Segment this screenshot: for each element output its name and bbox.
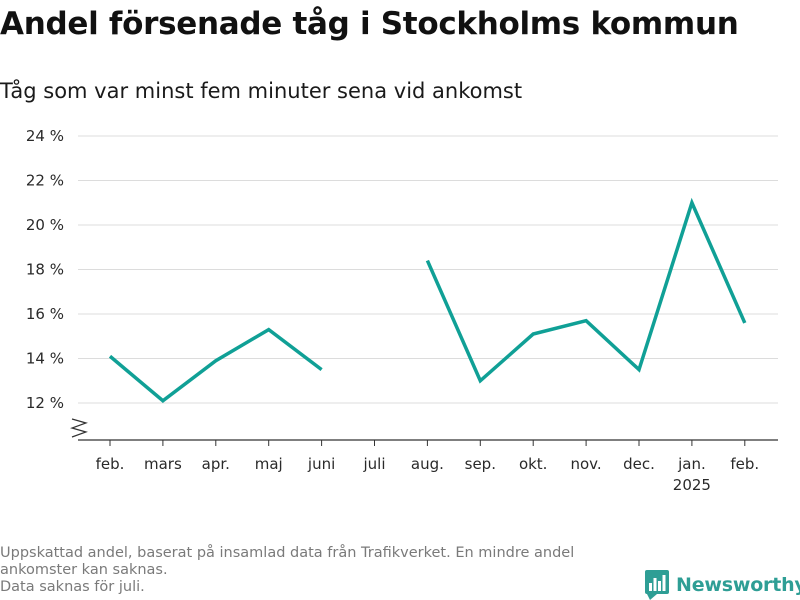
x-tick-label: mars: [144, 455, 182, 473]
footnote-line: Data saknas för juli.: [0, 579, 145, 595]
chart-subtitle: Tåg som var minst fem minuter sena vid a…: [0, 79, 523, 103]
x-tick-label: okt.: [519, 455, 548, 473]
x-tick-label: nov.: [571, 455, 602, 473]
series-line-segment: [425, 197, 747, 384]
footnote-line: Uppskattad andel, baserat på insamlad da…: [0, 545, 575, 561]
x-tick-year-label: 2025: [673, 476, 711, 494]
bar-chart-logo-icon: [645, 570, 669, 600]
x-tick-label: juni: [307, 455, 335, 473]
chart-title: Andel försenade tåg i Stockholms kommun: [0, 6, 739, 42]
brand-name: Newsworthy: [676, 574, 800, 596]
footnote-line: ankomster kan saknas.: [0, 562, 168, 578]
brand-logo-link[interactable]: Newsworthy: [645, 570, 800, 600]
footnote: Uppskattad andel, baserat på insamlad da…: [0, 545, 630, 596]
x-tick-label: aug.: [411, 455, 444, 473]
x-tick-label: dec.: [623, 455, 655, 473]
y-tick-label: 12 %: [26, 394, 64, 412]
y-tick-label: 16 %: [26, 305, 64, 323]
y-tick-label: 22 %: [26, 172, 64, 190]
series-lines: [108, 197, 747, 404]
x-axis-ticks: feb. mars apr. maj juni juli aug. sep. okt. nov. d…: [96, 440, 759, 494]
y-tick-label: 24 %: [26, 127, 64, 145]
x-tick-label: feb.: [96, 455, 125, 473]
y-tick-label: 18 %: [26, 261, 64, 279]
x-tick-label: maj: [255, 455, 283, 473]
x-tick-label: feb.: [730, 455, 759, 473]
x-axis: [70, 418, 778, 441]
axis-break-icon: [70, 418, 88, 438]
x-tick-label: juli: [362, 455, 385, 473]
x-tick-label: apr.: [202, 455, 230, 473]
y-tick-label: 14 %: [26, 350, 64, 368]
series-line-segment: [108, 327, 323, 404]
y-axis-ticks: 12 % 14 % 16 % 18 % 20 % 22 % 24 %: [26, 127, 64, 412]
x-tick-label: sep.: [465, 455, 496, 473]
y-tick-label: 20 %: [26, 216, 64, 234]
x-tick-label: jan.: [677, 455, 706, 473]
line-chart: 12 % 14 % 16 % 18 % 20 % 22 % 24 % feb. mars apr…: [26, 127, 778, 494]
gridlines: [78, 135, 778, 404]
